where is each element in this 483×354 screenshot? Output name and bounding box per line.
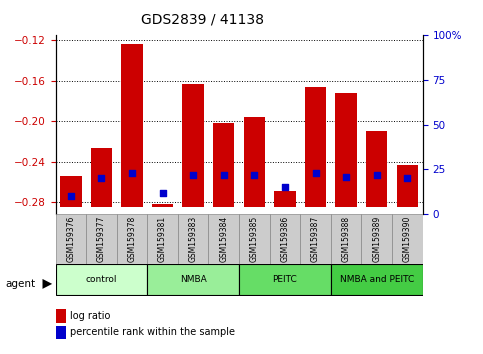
Point (373, 172, 381, 178)
Point (281, 184, 289, 190)
Bar (305, 87, 327, 207)
Text: GSM159388: GSM159388 (341, 216, 351, 262)
Bar (56, 264, 147, 295)
Text: GSM159378: GSM159378 (128, 216, 137, 262)
Text: GSM159377: GSM159377 (97, 216, 106, 262)
Point (98, 176, 105, 181)
Text: GSM159386: GSM159386 (281, 216, 289, 262)
Text: GSM159385: GSM159385 (250, 216, 259, 262)
Point (67, 193, 75, 199)
Bar (147, 214, 178, 264)
Text: PEITC: PEITC (272, 275, 298, 284)
Text: NMBA: NMBA (180, 275, 207, 284)
Text: GDS2839 / 41138: GDS2839 / 41138 (142, 12, 264, 27)
Bar (183, 84, 204, 207)
Bar (244, 117, 265, 207)
Bar (366, 131, 387, 207)
Bar (56, 214, 86, 264)
Bar (56, 326, 66, 339)
Bar (121, 45, 143, 207)
Point (159, 190, 167, 195)
Bar (86, 214, 117, 264)
Point (403, 176, 411, 181)
Bar (361, 214, 392, 264)
Polygon shape (43, 279, 52, 289)
Text: GSM159383: GSM159383 (189, 216, 198, 262)
Text: agent: agent (6, 279, 36, 289)
Bar (239, 264, 331, 295)
Bar (397, 165, 418, 207)
Text: GSM159384: GSM159384 (219, 216, 228, 262)
Text: log ratio: log ratio (70, 311, 111, 321)
Point (189, 172, 197, 178)
Point (128, 170, 136, 176)
Bar (335, 93, 357, 207)
Point (312, 170, 319, 176)
Point (342, 174, 350, 179)
Bar (331, 264, 423, 295)
Point (251, 172, 258, 178)
Text: NMBA and PEITC: NMBA and PEITC (340, 275, 414, 284)
Bar (209, 214, 239, 264)
Bar (91, 148, 112, 207)
Bar (392, 214, 423, 264)
Point (220, 172, 227, 178)
Bar (274, 191, 296, 207)
Bar (300, 214, 331, 264)
Text: GSM159376: GSM159376 (66, 216, 75, 262)
Bar (270, 214, 300, 264)
Bar (117, 214, 147, 264)
Bar (213, 123, 235, 207)
Bar (60, 176, 82, 207)
Text: control: control (85, 275, 117, 284)
Text: GSM159381: GSM159381 (158, 216, 167, 262)
Bar (147, 264, 239, 295)
Bar (331, 214, 361, 264)
Bar (56, 309, 66, 323)
Text: percentile rank within the sample: percentile rank within the sample (70, 327, 235, 337)
Bar (178, 214, 209, 264)
Text: GSM159390: GSM159390 (403, 216, 412, 262)
Bar (239, 214, 270, 264)
Bar (152, 204, 173, 207)
Text: GSM159387: GSM159387 (311, 216, 320, 262)
Text: GSM159389: GSM159389 (372, 216, 381, 262)
